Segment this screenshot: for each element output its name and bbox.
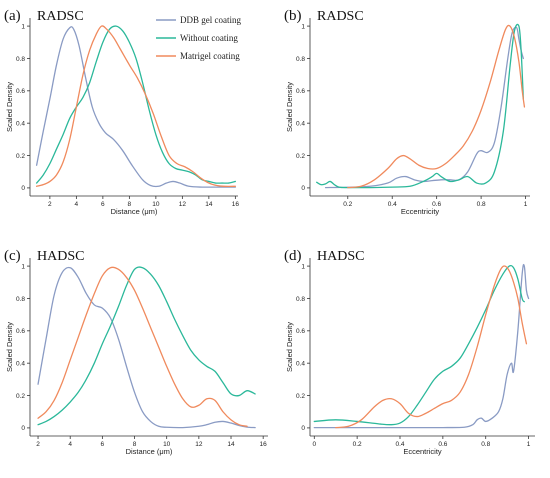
x-tick-label: 0.8: [481, 441, 490, 448]
y-tick-label: 0.6: [296, 88, 305, 95]
y-tick-label: 0.8: [16, 296, 25, 303]
series-line-matrigel-coating: [37, 266, 248, 427]
x-tick-label: 14: [227, 441, 235, 448]
x-tick-label: 8: [133, 441, 137, 448]
x-tick-label: 0.4: [388, 201, 397, 208]
y-tick-label: 0.6: [16, 328, 25, 335]
legend-label-matrigel: Matrigel coating: [180, 51, 240, 61]
legend-label-ddb: DDB gel coating: [180, 15, 241, 25]
x-tick-label: 2: [36, 441, 40, 448]
panel-d: (d) HADSC 0 0.2 0.4 0.6 0.8 1 0 0.2 0.4 0.6 0.8 1 Ecce…: [284, 248, 535, 456]
series-line-matrigel-coating: [35, 25, 236, 188]
y-axis-label: Scaled Density: [5, 322, 14, 372]
x-tick-label: 6: [101, 441, 105, 448]
panel-label: (d): [284, 248, 302, 264]
series-line-ddb-gel-coating: [35, 26, 236, 188]
panel-title: RADSC: [37, 9, 84, 24]
y-tick-label: 0.8: [296, 296, 305, 303]
y-axis-label: Scaled Density: [285, 82, 294, 132]
x-tick-label: 14: [205, 201, 213, 208]
y-tick-label: 0.6: [16, 88, 25, 95]
panel-label: (b): [284, 8, 302, 24]
y-tick-label: 0: [301, 425, 305, 432]
series-line-without-coating: [37, 266, 256, 426]
legend: DDB gel coating Without coating Matrigel…: [156, 15, 241, 61]
y-tick-label: 0.2: [16, 153, 25, 160]
series-line-without-coating: [313, 264, 525, 426]
y-tick-label: 0.2: [296, 153, 305, 160]
y-axis-label: Scaled Density: [285, 322, 294, 372]
series-line-ddb-gel-coating: [324, 26, 524, 189]
x-tick-label: 0.8: [477, 201, 486, 208]
series-line-ddb-gel-coating: [313, 263, 530, 429]
y-tick-label: 0.8: [296, 56, 305, 63]
x-tick-label: 0.4: [395, 441, 404, 448]
x-tick-label: 10: [152, 201, 160, 208]
panel-label: (a): [4, 8, 21, 24]
y-tick-label: 0.8: [16, 56, 25, 63]
x-tick-label: 16: [260, 441, 268, 448]
legend-label-without: Without coating: [180, 33, 238, 43]
x-tick-label: 0: [312, 441, 316, 448]
x-tick-label: 0.2: [353, 441, 362, 448]
x-tick-label: 2: [48, 201, 52, 208]
series-line-matrigel-coating: [335, 265, 528, 429]
series-line-without-coating: [316, 23, 524, 189]
panel-b: (b) RADSC 0 0.2 0.4 0.6 0.8 1 0.2 0.4 0.6 0.8 1 Eccen…: [284, 8, 530, 216]
y-tick-label: 1: [21, 263, 25, 270]
y-tick-label: 0.4: [16, 120, 25, 127]
y-tick-label: 0.2: [296, 393, 305, 400]
x-tick-label: 16: [232, 201, 240, 208]
x-tick-label: 12: [195, 441, 203, 448]
x-axis-label: Eccentricity: [403, 447, 442, 456]
y-tick-label: 0.2: [16, 393, 25, 400]
y-tick-label: 0.6: [296, 328, 305, 335]
x-tick-label: 6: [101, 201, 105, 208]
y-tick-label: 0.4: [16, 360, 25, 367]
x-tick-label: 12: [179, 201, 187, 208]
y-tick-label: 1: [301, 23, 305, 30]
series-line-without-coating: [35, 25, 236, 184]
series-line-ddb-gel-coating: [37, 266, 256, 429]
panel-title: HADSC: [317, 249, 364, 264]
panel-title: HADSC: [37, 249, 84, 264]
x-tick-label: 4: [68, 441, 72, 448]
x-tick-label: 1: [527, 441, 531, 448]
y-tick-label: 0: [21, 425, 25, 432]
panel-title: RADSC: [317, 9, 364, 24]
y-tick-label: 1: [301, 263, 305, 270]
y-axis-label: Scaled Density: [5, 82, 14, 132]
y-tick-label: 0: [301, 185, 305, 192]
x-tick-label: 0.6: [438, 441, 447, 448]
panel-label: (c): [4, 248, 21, 264]
y-tick-label: 1: [21, 23, 25, 30]
x-tick-label: 8: [128, 201, 132, 208]
x-tick-label: 0.2: [343, 201, 352, 208]
x-tick-label: 0.6: [432, 201, 441, 208]
x-axis-label: Distance (μm): [126, 447, 173, 456]
x-tick-label: 1: [524, 201, 528, 208]
y-tick-label: 0: [21, 185, 25, 192]
x-axis-label: Eccentricity: [401, 207, 440, 216]
series-line-matrigel-coating: [347, 24, 526, 189]
x-tick-label: 4: [75, 201, 79, 208]
y-tick-label: 0.4: [296, 120, 305, 127]
y-tick-label: 0.4: [296, 360, 305, 367]
x-axis-label: Distance (μm): [111, 207, 158, 216]
x-tick-label: 10: [163, 441, 171, 448]
